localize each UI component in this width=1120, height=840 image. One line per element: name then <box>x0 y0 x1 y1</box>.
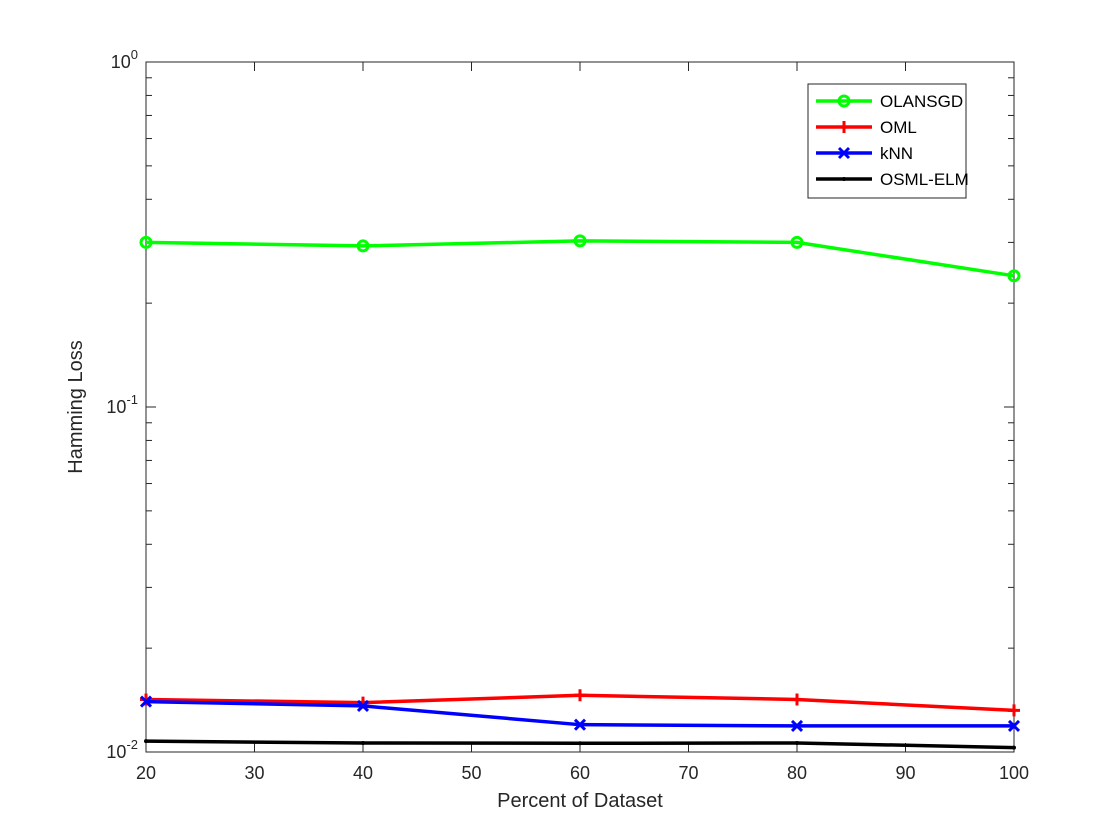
x-tick-label: 40 <box>353 763 373 783</box>
data-point-oml <box>1008 704 1020 717</box>
y-axis-title: Hamming Loss <box>65 340 87 473</box>
data-point-osml-elm <box>578 741 582 746</box>
legend-marker <box>838 121 850 133</box>
y-tick-label: 10-1 <box>106 392 138 417</box>
series-layer <box>139 234 1021 750</box>
legend-marker <box>837 146 851 160</box>
legend-marker <box>837 94 851 108</box>
x-tick-label: 50 <box>461 763 481 783</box>
data-point-osml-elm <box>361 740 365 745</box>
legend-label: kNN <box>880 144 913 163</box>
data-point-knn <box>790 719 804 732</box>
x-tick-label: 90 <box>895 763 915 783</box>
series-olansgd <box>139 234 1021 283</box>
data-point-olansgd <box>790 235 804 249</box>
x-tick-label: 30 <box>244 763 264 783</box>
data-point-knn <box>139 695 153 708</box>
legend-label: OSML-ELM <box>880 170 969 189</box>
legend-label: OLANSGD <box>880 92 963 111</box>
legend-item-knn: kNN <box>816 144 913 163</box>
data-point-oml <box>791 693 803 706</box>
data-point-olansgd <box>1007 269 1021 283</box>
data-point-knn <box>573 718 587 731</box>
data-point-osml-elm <box>144 739 148 744</box>
x-tick-label: 70 <box>678 763 698 783</box>
data-point-oml <box>574 689 586 702</box>
y-axis: 10-2 10-1 100 <box>106 47 1014 762</box>
legend-item-osml-elm: OSML-ELM <box>816 170 969 189</box>
data-point-olansgd <box>573 234 587 248</box>
series-line-olansgd <box>145 239 1015 278</box>
series-knn <box>139 695 1021 732</box>
y-tick-label: 100 <box>111 47 138 72</box>
data-point-knn <box>1007 719 1021 732</box>
y-tick-label: 10-2 <box>106 737 138 762</box>
x-tick-label: 80 <box>787 763 807 783</box>
legend-marker <box>842 177 846 181</box>
x-tick-label: 100 <box>999 763 1029 783</box>
x-tick-label: 60 <box>570 763 590 783</box>
data-point-knn <box>356 699 370 712</box>
legend-item-oml: OML <box>816 118 917 137</box>
series-osml-elm <box>144 739 1016 750</box>
data-point-olansgd <box>139 235 153 249</box>
data-point-osml-elm <box>795 740 799 745</box>
legend: OLANSGD OML kNN OSML-ELM <box>807 83 969 199</box>
data-point-osml-elm <box>1012 745 1016 750</box>
legend-label: OML <box>880 118 917 137</box>
data-point-olansgd <box>356 239 370 253</box>
legend-item-olansgd: OLANSGD <box>816 92 963 111</box>
x-tick-label: 20 <box>136 763 156 783</box>
x-axis-title: Percent of Dataset <box>497 790 663 812</box>
